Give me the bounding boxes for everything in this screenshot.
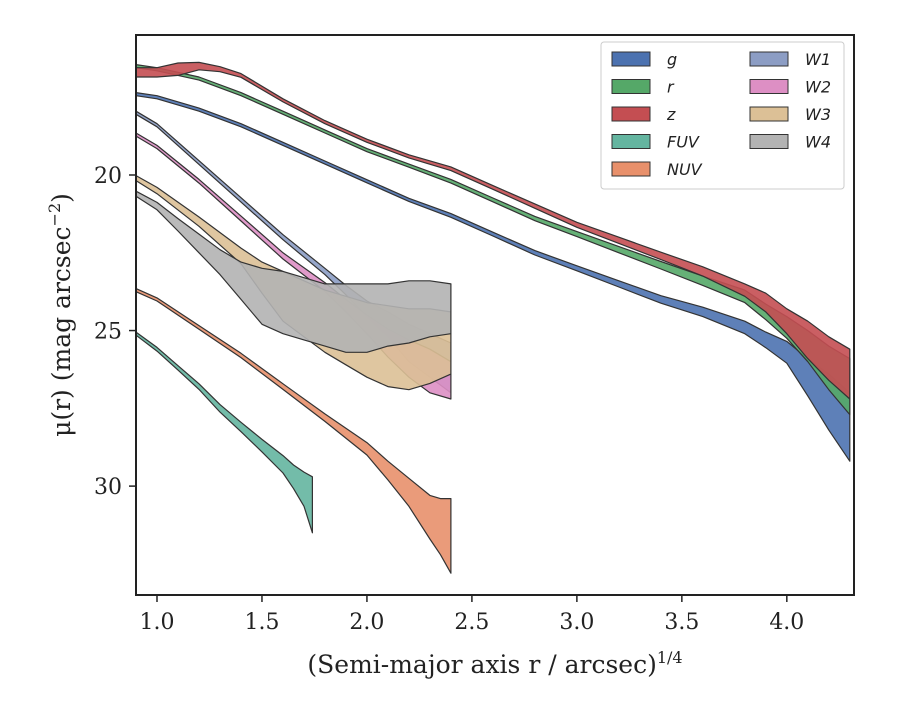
- y-tick-label: 25: [94, 320, 122, 345]
- legend-label-nuv: NUV: [667, 160, 703, 179]
- legend-label-w3: W3: [805, 105, 831, 124]
- x-tick-label: 2.5: [454, 610, 489, 635]
- legend-box: [600, 41, 845, 190]
- legend-label-w1: W1: [805, 50, 831, 69]
- x-tick-label: 1.5: [244, 610, 279, 635]
- y-axis-label-superscript: −2: [45, 203, 64, 227]
- x-axis-label: (Semi-major axis r / arcsec)1/4: [307, 648, 682, 679]
- y-tick-label: 20: [94, 164, 122, 189]
- y-axis-label: μ(r) (mag arcsec−2): [45, 193, 76, 437]
- x-tick-label: 1.0: [139, 610, 174, 635]
- legend-swatch-r: [611, 79, 651, 94]
- legend-label-w4: W4: [805, 133, 831, 152]
- legend-label-g: g: [667, 50, 677, 69]
- x-tick-label: 3.5: [664, 610, 699, 635]
- x-axis-label-superscript: 1/4: [657, 648, 683, 667]
- series-band-fuv: [135, 331, 313, 534]
- y-axis-label-end: ): [47, 193, 76, 203]
- x-tick-label: 4.0: [769, 610, 804, 635]
- x-tick-label: 3.0: [559, 610, 594, 635]
- axis-ticks: 1.0 1.5 2.0 2.5 3.0 3.5 4.0 20 25 30: [94, 164, 804, 635]
- legend-swatch-z: [611, 106, 651, 122]
- legend-swatch-w2: [749, 79, 789, 94]
- legend-swatch-w4: [749, 134, 789, 149]
- legend-label-r: r: [667, 78, 675, 97]
- legend-label-w2: W2: [805, 78, 831, 97]
- legend-swatch-g: [611, 51, 651, 67]
- series-band-r: [135, 63, 851, 416]
- legend-label-z: z: [666, 105, 676, 124]
- y-tick-label: 30: [94, 475, 122, 500]
- series-band-z: [135, 61, 851, 400]
- series-bands: [135, 61, 851, 574]
- legend-swatch-w3: [749, 106, 789, 122]
- x-tick-label: 2.0: [349, 610, 384, 635]
- series-band-g: [135, 91, 851, 462]
- legend-swatch-fuv: [611, 134, 651, 149]
- legend-swatch-nuv: [611, 161, 651, 177]
- plot-frame: [135, 34, 855, 596]
- legend: grz FUV NUV W1 W2 W3 W4: [600, 41, 845, 190]
- legend-label-fuv: FUV: [667, 133, 700, 152]
- series-band-nuv: [135, 288, 452, 574]
- legend-swatch-w1: [749, 51, 789, 67]
- series-band-w4: [135, 190, 452, 353]
